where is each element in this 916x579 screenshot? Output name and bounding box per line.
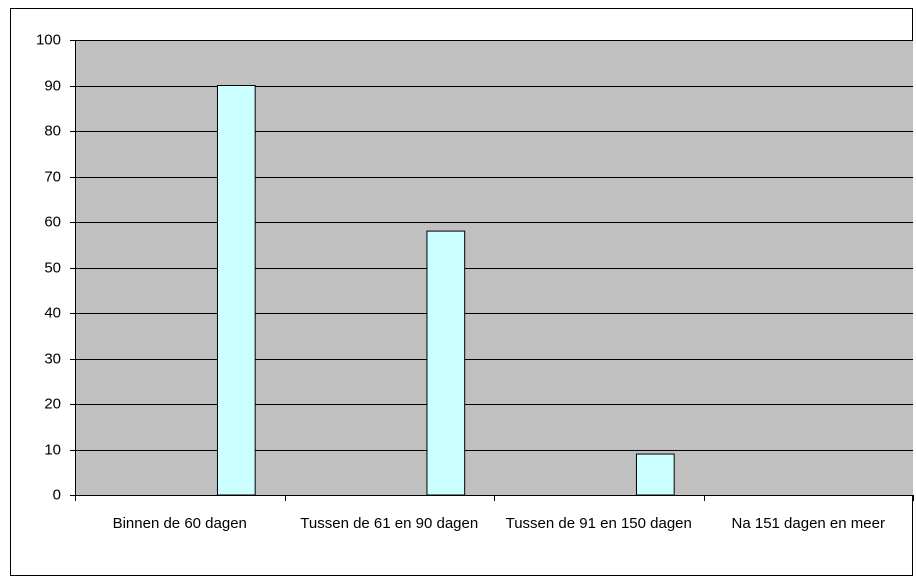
bar: [426, 230, 466, 496]
y-tick-label: 90: [44, 77, 61, 94]
y-tick-label: 100: [36, 31, 61, 48]
y-tick-label: 20: [44, 395, 61, 412]
y-tick-label: 80: [44, 122, 61, 139]
x-tick-label: Na 151 dagen en meer: [731, 515, 885, 532]
y-tick-label: 30: [44, 350, 61, 367]
x-tick-label: Tussen de 61 en 90 dagen: [300, 515, 479, 532]
y-tick-label: 70: [44, 168, 61, 185]
y-tick-label: 50: [44, 259, 61, 276]
y-tick-label: 10: [44, 441, 61, 458]
plot-area: [75, 40, 913, 495]
bar: [635, 453, 675, 496]
bar: [216, 85, 256, 496]
y-tick-label: 0: [53, 486, 61, 503]
x-tick-label: Tussen de 91 en 150 dagen: [505, 515, 692, 532]
y-tick-label: 60: [44, 213, 61, 230]
y-tick-label: 40: [44, 304, 61, 321]
x-tick-label: Binnen de 60 dagen: [112, 515, 247, 532]
